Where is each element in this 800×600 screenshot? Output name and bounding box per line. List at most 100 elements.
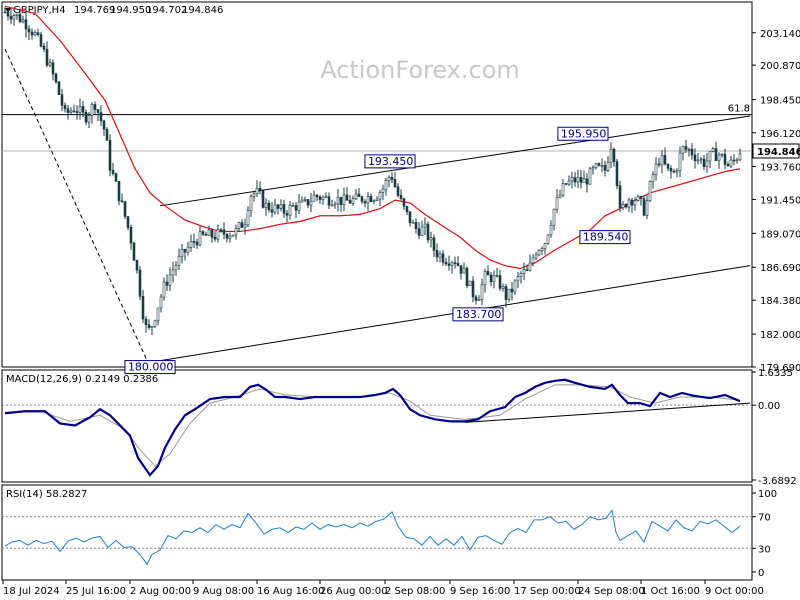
candle-body	[453, 262, 457, 265]
candle	[309, 192, 313, 213]
candle-body	[471, 280, 475, 298]
candle-body	[459, 265, 463, 274]
candle-body	[717, 154, 721, 162]
candle	[171, 261, 175, 283]
candle	[672, 168, 676, 174]
candle-body	[600, 165, 604, 167]
candle	[276, 203, 280, 215]
candle-body	[282, 204, 286, 214]
candle-body	[180, 249, 184, 257]
candle-body	[261, 190, 265, 208]
candles-layer	[3, 7, 742, 336]
candle	[690, 143, 694, 160]
candle-body	[96, 109, 100, 113]
candle-body	[219, 229, 223, 231]
candle	[333, 201, 337, 209]
candle	[342, 187, 346, 212]
x-tick-label: 2 Aug 00:00	[130, 586, 191, 597]
candle-body	[6, 11, 10, 17]
candle-body	[528, 262, 532, 271]
candle-body	[183, 249, 187, 253]
price-annotation-box	[452, 307, 504, 322]
candle-body	[360, 196, 364, 202]
candle-body	[207, 229, 211, 236]
candle	[180, 243, 184, 264]
candle	[450, 260, 454, 274]
candle-body	[177, 255, 181, 266]
header: GBPJPY,H4 194.769 194.950 194.702 194.84…	[5, 5, 223, 16]
candle	[93, 101, 97, 115]
candle-body	[579, 177, 583, 183]
candle-body	[99, 112, 103, 122]
candle-body	[699, 158, 703, 161]
candle-body	[549, 224, 553, 236]
price-annotation-label: 189.540	[583, 231, 629, 244]
candle-body	[543, 243, 547, 249]
candle	[582, 170, 586, 183]
candle	[441, 249, 445, 266]
candle-body	[90, 104, 94, 116]
candle	[24, 11, 28, 38]
candle	[453, 256, 457, 269]
candle	[42, 43, 46, 53]
candle	[114, 172, 118, 182]
candle	[555, 189, 559, 213]
candle-body	[315, 194, 319, 198]
candle	[489, 272, 493, 287]
candle	[105, 126, 109, 141]
candle-body	[27, 28, 31, 33]
x-axis: 18 Jul 2024 25 Jul 16:00 2 Aug 00:00 9 Aug …	[2, 580, 764, 597]
candle-body	[189, 241, 193, 248]
candle	[714, 141, 718, 162]
candle	[591, 165, 595, 175]
candle-body	[333, 203, 337, 206]
candle-body	[468, 280, 472, 286]
price-tick-label: 184.380	[760, 296, 800, 307]
candle	[468, 280, 472, 286]
candle	[399, 189, 403, 201]
candle-body	[231, 234, 235, 237]
candle	[102, 119, 106, 137]
candle	[12, 13, 16, 26]
candle	[120, 193, 124, 203]
candle	[186, 241, 190, 256]
candle-body	[54, 73, 58, 83]
candle	[351, 195, 355, 206]
candle	[561, 178, 565, 198]
macd-tick-label: 1.6335	[758, 368, 793, 379]
candle	[237, 221, 241, 232]
candle-body	[213, 236, 217, 240]
candle-body	[393, 179, 397, 188]
candle	[174, 261, 178, 276]
candle-body	[15, 13, 19, 16]
candle	[465, 266, 469, 289]
header-symbol: GBPJPY,H4	[13, 5, 66, 16]
candle	[480, 278, 484, 306]
candle	[639, 195, 643, 206]
candle-body	[84, 111, 88, 123]
candle	[48, 58, 52, 68]
candle-body	[141, 296, 145, 320]
candle	[588, 166, 592, 185]
candle-body	[312, 194, 316, 202]
candle	[483, 268, 487, 293]
candle	[126, 216, 130, 231]
candle-body	[570, 177, 574, 182]
candle-body	[567, 180, 571, 185]
candle	[564, 182, 568, 186]
candle-body	[300, 199, 304, 203]
candle	[372, 199, 376, 205]
price-annotation: 193.450	[364, 154, 416, 169]
candle	[90, 102, 94, 124]
candle	[261, 189, 265, 209]
candle	[288, 201, 292, 220]
candle	[21, 15, 25, 24]
candle-body	[588, 168, 592, 185]
candle-body	[12, 15, 16, 20]
candle	[219, 228, 223, 233]
candle	[669, 165, 673, 179]
candle	[693, 148, 697, 169]
candle	[267, 200, 271, 213]
candle	[429, 231, 433, 248]
